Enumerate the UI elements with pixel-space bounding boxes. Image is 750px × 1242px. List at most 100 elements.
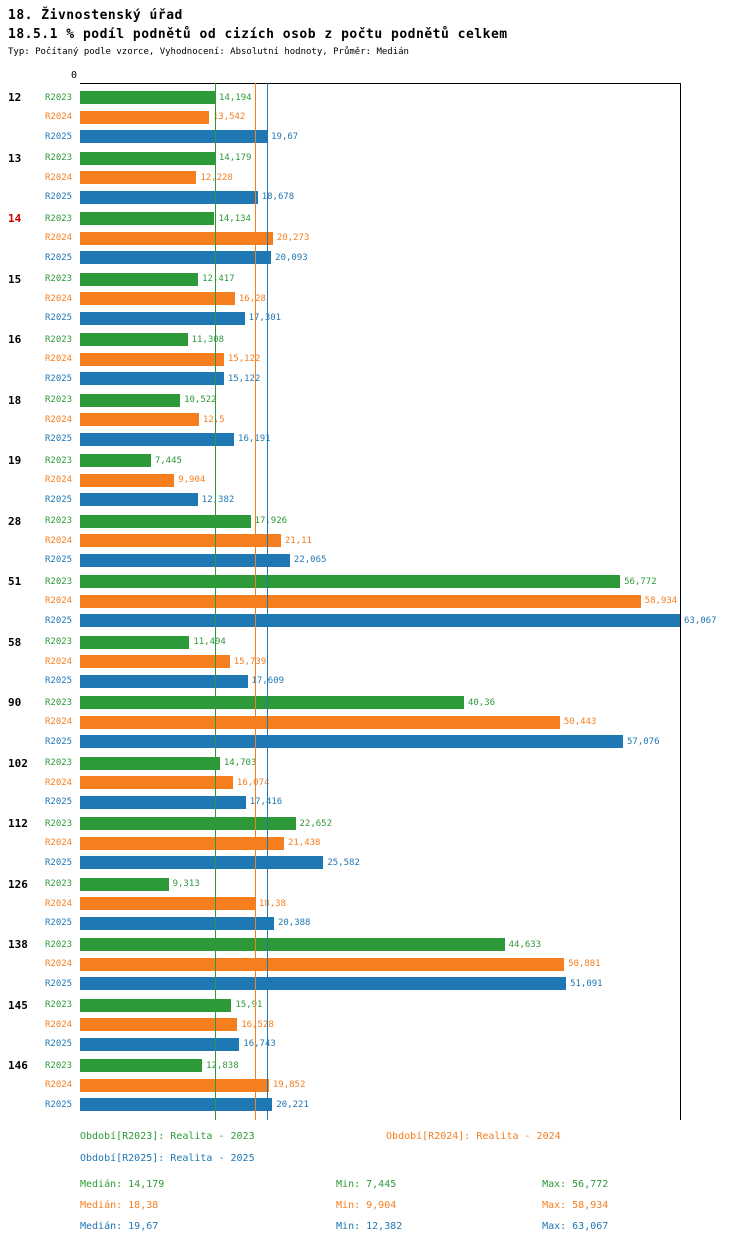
series-label: R2025	[45, 192, 73, 203]
series-label: R2025	[45, 252, 73, 263]
bar	[80, 674, 248, 688]
bar-row: R2025 20,093	[0, 248, 750, 268]
series-label: R2023	[45, 879, 73, 890]
category-label: 126	[8, 877, 28, 891]
series-label: R2024	[45, 777, 73, 788]
bar-value-label: 11,494	[193, 637, 226, 648]
category-label: 145	[8, 998, 28, 1012]
bar-track: 15,122	[80, 369, 750, 389]
bar-row: 112 R2023 22,652	[0, 814, 750, 834]
bar-row: 12 R2023 14,194	[0, 88, 750, 108]
bar-track: 17,416	[80, 793, 750, 813]
bar-value-label: 63,067	[684, 615, 717, 626]
bar-track: 15,739	[80, 652, 750, 672]
bar	[80, 715, 560, 729]
bar	[80, 575, 621, 589]
series-label: R2024	[45, 959, 73, 970]
stat-min-r2023: Min: 7,445	[336, 1178, 397, 1190]
series-label: R2025	[45, 797, 73, 808]
category-group: 51 R2023 56,772 R2024 58,934 R2025 63,067	[0, 572, 750, 631]
bar	[80, 251, 272, 265]
bar-value-label: 57,076	[627, 736, 660, 747]
bar-track: 15,122	[80, 350, 750, 370]
chart-subtitle: 18.5.1 % podíl podnětů od cizích osob z …	[8, 27, 508, 42]
bar-row: 102 R2023 14,703	[0, 754, 750, 774]
series-label: R2025	[45, 555, 73, 566]
bar-row: R2024 50,881	[0, 955, 750, 975]
bar-track: 22,065	[80, 551, 750, 571]
series-label: R2023	[45, 758, 73, 769]
series-label: R2023	[45, 637, 73, 648]
bar-track: 63,067	[80, 611, 750, 631]
series-label: R2024	[45, 717, 73, 728]
category-label: 15	[8, 272, 22, 286]
bar-track: 50,443	[80, 713, 750, 733]
bar-row: 15 R2023 12,417	[0, 270, 750, 290]
page-title: 18. Živnostenský úřad	[8, 8, 183, 23]
bar-track: 21,11	[80, 531, 750, 551]
bar-value-label: 22,652	[299, 818, 333, 829]
stat-max-r2025: Max: 63,067	[542, 1220, 609, 1232]
bar	[80, 91, 216, 105]
bar-track: 10,522	[80, 391, 750, 411]
series-label: R2023	[45, 395, 73, 406]
series-label: R2024	[45, 233, 73, 244]
bar-track: 51,091	[80, 974, 750, 994]
bar	[80, 292, 235, 306]
series-label: R2024	[45, 112, 73, 123]
bar-track: 9,904	[80, 471, 750, 491]
bar-row: R2024 15,739	[0, 652, 750, 672]
series-label: R2023	[45, 1060, 73, 1071]
bar-track: 58,934	[80, 592, 750, 612]
bar-track: 20,273	[80, 229, 750, 249]
series-label: R2023	[45, 818, 73, 829]
category-label: 19	[8, 454, 22, 468]
category-group: 14 R2023 14,134 R2024 20,273 R2025 20,093	[0, 209, 750, 268]
category-group: 16 R2023 11,308 R2024 15,122 R2025 15,122	[0, 330, 750, 389]
series-label: R2023	[45, 697, 73, 708]
bar	[80, 151, 215, 165]
bar-track: 11,494	[80, 633, 750, 653]
bar-value-label: 11,308	[191, 334, 225, 345]
bar-value-label: 19,67	[271, 131, 299, 142]
series-label: R2025	[45, 313, 73, 324]
bar	[80, 856, 324, 870]
category-group: 112 R2023 22,652 R2024 21,438 R2025 25,582	[0, 814, 750, 873]
bar-track: 20,388	[80, 914, 750, 934]
series-label: R2025	[45, 978, 73, 989]
bar-groups: 12 R2023 14,194 R2024 13,542 R2025 19,67 13 R202…	[0, 83, 750, 1115]
bar	[80, 212, 215, 226]
category-group: 12 R2023 14,194 R2024 13,542 R2025 19,67	[0, 88, 750, 147]
bar	[80, 272, 199, 286]
bar-row: R2025 18,678	[0, 188, 750, 208]
bar-value-label: 20,388	[277, 918, 311, 929]
bar-track: 12,838	[80, 1056, 750, 1076]
bar-track: 12,417	[80, 270, 750, 290]
bar	[80, 998, 232, 1012]
category-group: 145 R2023 15,91 R2024 16,528 R2025 16,743	[0, 996, 750, 1055]
chart-meta: Typ: Počítaný podle vzorce, Vyhodnocení:…	[8, 47, 409, 57]
bar-row: R2024 19,852	[0, 1076, 750, 1096]
series-label: R2023	[45, 455, 73, 466]
bar-row: R2025 16,191	[0, 430, 750, 450]
bar	[80, 493, 198, 507]
bar-value-label: 20,273	[276, 233, 310, 244]
category-group: 90 R2023 40,36 R2024 50,443 R2025 57,076	[0, 693, 750, 752]
bar-row: R2025 15,122	[0, 369, 750, 389]
bar-track: 16,528	[80, 1015, 750, 1035]
bar-track: 18,38	[80, 894, 750, 914]
stat-median-r2023: Medián: 14,179	[80, 1178, 165, 1190]
bar	[80, 655, 230, 669]
category-label: 14	[8, 212, 22, 226]
bar-value-label: 58,934	[644, 596, 678, 607]
bar-value-label: 12,228	[200, 172, 233, 183]
series-label: R2023	[45, 334, 73, 345]
category-group: 19 R2023 7,445 R2024 9,904 R2025 12,382	[0, 451, 750, 510]
bar-track: 40,36	[80, 693, 750, 713]
bar-value-label: 9,313	[172, 879, 200, 890]
axis-zero-label: 0	[71, 70, 78, 81]
bar-value-label: 21,11	[284, 535, 312, 546]
bar	[80, 776, 233, 790]
bar-row: 90 R2023 40,36	[0, 693, 750, 713]
bar-value-label: 12,417	[202, 274, 235, 285]
